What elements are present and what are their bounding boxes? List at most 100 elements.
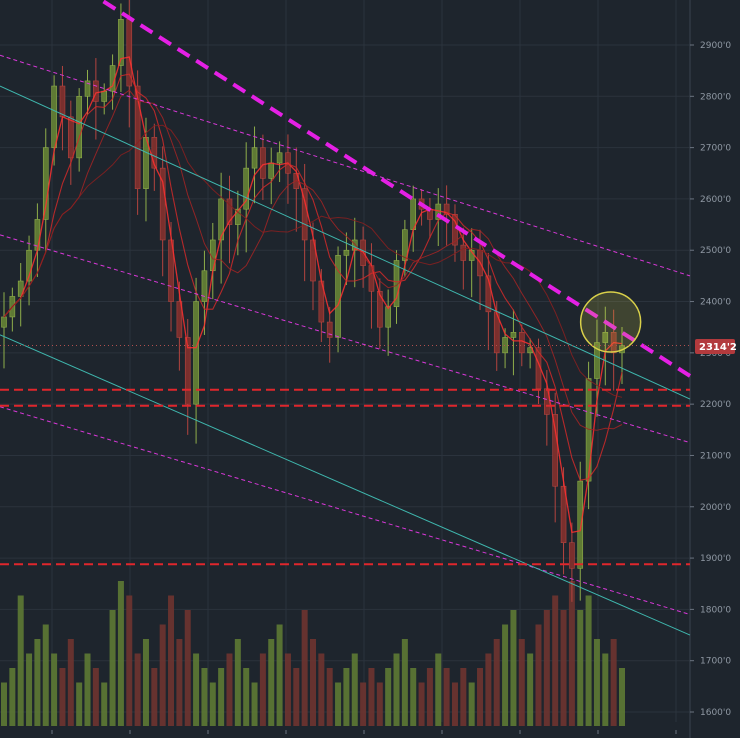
candle-body [68, 116, 74, 159]
volume-bar [142, 639, 149, 726]
candle-body [402, 229, 408, 261]
volume-bar [84, 653, 91, 726]
volume-bar [209, 682, 216, 726]
y-tick-label: 2400'0 [700, 298, 731, 308]
volume-bar [602, 653, 609, 726]
volume-bar [318, 653, 325, 726]
volume-bar [326, 668, 333, 726]
volume-bar [560, 610, 567, 726]
horizontal-levels [0, 345, 690, 566]
volume-bar [493, 639, 500, 726]
candle-body [51, 85, 57, 148]
volume-bar [109, 610, 116, 726]
candle-body [26, 249, 32, 282]
current-price-tag [695, 339, 735, 354]
trendline-mid-channel [0, 234, 691, 444]
volume-bar [376, 682, 383, 726]
volume-bar [435, 653, 442, 726]
candle-body [518, 332, 525, 354]
volume-bar [610, 639, 617, 726]
volume-bar [335, 682, 342, 726]
volume-bar [568, 581, 575, 726]
trendline-teal-lower [0, 334, 691, 636]
volume-bar [535, 624, 542, 726]
volume-bars [1, 581, 625, 726]
candle-body [59, 85, 66, 118]
y-tick-label: 2700'0 [700, 144, 731, 154]
volume-bar [1, 682, 7, 726]
candle-body [226, 198, 233, 225]
candle-body [126, 19, 133, 87]
y-tick-label: 2600'0 [700, 195, 731, 205]
volume-bar [59, 668, 66, 726]
y-tick-label: 1900'0 [700, 554, 731, 564]
volume-bar [117, 581, 124, 726]
volume-bar [527, 653, 534, 726]
volume-bar [134, 653, 141, 726]
y-tick-label: 2800'0 [700, 92, 731, 102]
candle-body [460, 244, 467, 261]
volume-bar [619, 668, 625, 726]
volume-bar [293, 668, 300, 726]
volume-bar [310, 639, 316, 726]
candle-body [201, 270, 208, 302]
candle-body [193, 301, 199, 405]
volume-bar [401, 639, 408, 726]
candle-body [76, 96, 82, 159]
candle-body [377, 290, 383, 328]
volume-bar [268, 639, 275, 726]
candle-body [569, 542, 575, 569]
volume-bar [393, 653, 400, 726]
candle-body [84, 80, 91, 97]
trendline-upper-channel [0, 54, 691, 277]
volume-bar [101, 682, 108, 726]
volume-bar [468, 682, 475, 726]
volume-bar [360, 682, 367, 726]
y-tick-label: 2900'0 [700, 41, 731, 51]
volume-bar [593, 639, 600, 726]
volume-bar [151, 668, 158, 726]
candle-body [251, 147, 258, 169]
volume-bar [92, 668, 99, 726]
y-tick-label: 1800'0 [700, 605, 731, 615]
trendline-lower-channel [0, 406, 691, 615]
volume-bar [26, 653, 33, 726]
volume-bar [17, 595, 24, 726]
volume-bar [218, 668, 225, 726]
candle-body [159, 167, 166, 241]
candle-body [184, 337, 191, 405]
candle-body [93, 80, 99, 102]
candle-body [134, 85, 141, 189]
volume-bar [168, 595, 175, 726]
volume-bar [351, 653, 358, 726]
candle-body [218, 198, 224, 241]
candle-body [544, 388, 550, 415]
volume-bar [259, 653, 266, 726]
candle-body [560, 485, 567, 543]
volume-bar [385, 668, 392, 726]
volume-bar [67, 639, 74, 726]
volume-bar [443, 668, 450, 726]
candle-body [552, 414, 558, 487]
volume-bar [410, 668, 417, 726]
price-tag-group: 2314'2 [695, 339, 737, 354]
volume-bar [76, 682, 83, 726]
y-tick-label: 2100'0 [700, 451, 731, 461]
candle-body [385, 306, 391, 328]
volume-bar [243, 668, 250, 726]
candle-body [268, 162, 275, 179]
candle-body [1, 316, 7, 328]
candle-body [42, 147, 49, 220]
candle-body [118, 19, 124, 66]
candle-body [260, 147, 266, 179]
volume-bar [552, 595, 559, 726]
y-tick-label: 2000'0 [700, 503, 731, 513]
volume-bar [234, 639, 241, 726]
candle-body [443, 203, 450, 215]
volume-bar [343, 668, 350, 726]
candle-body [502, 337, 508, 354]
y-tick-label: 1700'0 [700, 657, 731, 667]
candle-body [276, 152, 283, 164]
candle-body [176, 301, 183, 338]
